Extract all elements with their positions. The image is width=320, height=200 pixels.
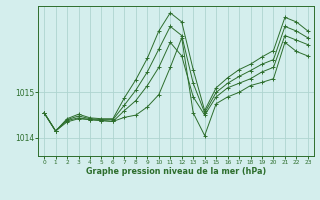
X-axis label: Graphe pression niveau de la mer (hPa): Graphe pression niveau de la mer (hPa) [86, 167, 266, 176]
